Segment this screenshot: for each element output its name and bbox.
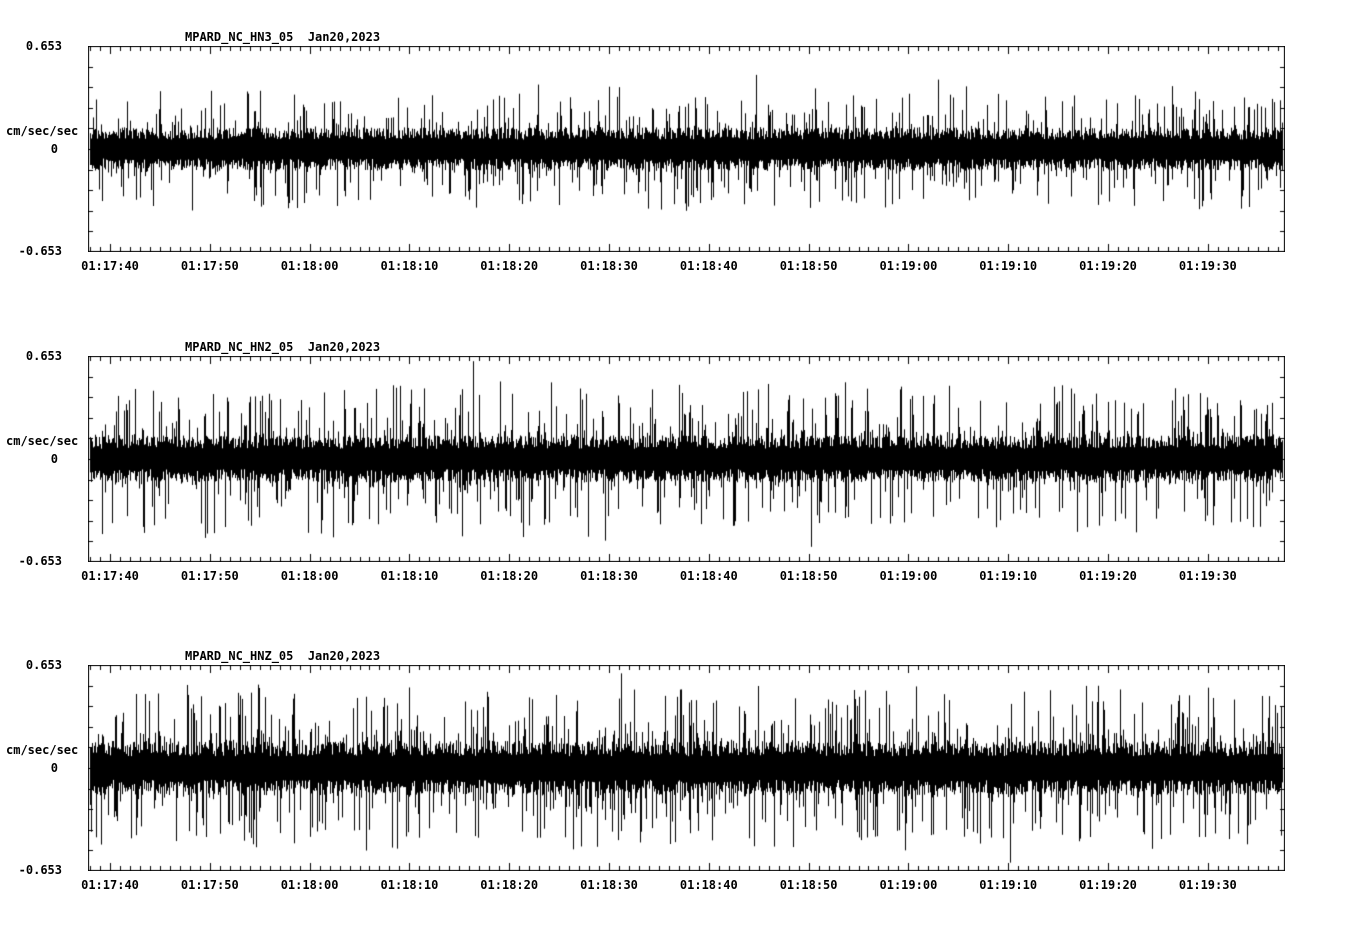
x-tick-label: 01:17:40 [81,569,139,583]
x-axis-labels: 01:17:40 01:17:50 01:18:00 01:18:10 01:18:20… [81,878,1285,896]
x-tick-label: 01:19:20 [1079,569,1137,583]
y-axis-unit-label: cm/sec/sec [6,743,79,757]
x-tick-label: 01:18:30 [580,878,638,892]
trace-title: MPARD_NC_HN3_05 Jan20,2023 [185,30,381,44]
x-tick-label: 01:18:00 [280,569,339,583]
x-tick-label: 01:18:30 [580,259,638,273]
x-axis-labels: 01:17:40 01:17:50 01:18:00 01:18:10 01:18:20… [81,569,1285,587]
x-tick-label: 01:18:10 [380,259,439,273]
x-tick-label: 01:17:40 [81,259,139,273]
x-tick-label: 01:19:00 [879,569,938,583]
x-tick-label: 01:18:50 [779,878,838,892]
y-tick-zero-label: 0 [50,761,58,775]
x-tick-label: 01:19:10 [979,259,1038,273]
x-tick-label: 01:17:50 [180,878,239,892]
waveform-canvas [88,356,1285,562]
y-tick-max-label: 0.653 [25,658,62,672]
x-tick-label: 01:18:50 [779,259,838,273]
x-tick-label: 01:18:00 [280,259,339,273]
seismogram-page: { "page": { "background_color": "#ffffff… [0,24,1358,892]
y-axis-unit-label: cm/sec/sec [6,434,79,448]
x-tick-label: 01:19:20 [1079,878,1137,892]
x-axis-labels: 01:17:40 01:17:50 01:18:00 01:18:10 01:18:20… [81,259,1285,277]
y-tick-min-label: -0.653 [18,554,62,568]
waveform-canvas [88,665,1285,871]
waveform-canvas [88,46,1285,252]
y-tick-zero-label: 0 [50,452,58,466]
x-tick-label: 01:17:50 [180,259,239,273]
trace-title: MPARD_NC_HN2_05 Jan20,2023 [185,340,381,354]
y-tick-zero-label: 0 [50,142,58,156]
x-tick-label: 01:19:10 [979,569,1038,583]
y-tick-max-label: 0.653 [25,349,62,363]
x-tick-label: 01:18:30 [580,569,638,583]
x-tick-label: 01:17:40 [81,878,139,892]
x-tick-label: 01:19:30 [1178,569,1237,583]
y-axis-unit-label: cm/sec/sec [6,124,79,138]
y-tick-max-label: 0.653 [25,39,62,53]
x-tick-label: 01:19:30 [1178,259,1237,273]
x-tick-label: 01:18:10 [380,878,439,892]
seismogram-panel-hnz: MPARD_NC_HNZ_05 Jan20,2023 0.653 cm/sec/… [0,643,1358,943]
x-tick-label: 01:19:20 [1079,259,1137,273]
trace-title: MPARD_NC_HNZ_05 Jan20,2023 [185,649,381,663]
x-tick-label: 01:18:20 [480,259,539,273]
x-tick-label: 01:18:50 [779,569,838,583]
x-tick-label: 01:18:40 [679,878,738,892]
x-tick-label: 01:18:20 [480,569,539,583]
x-tick-label: 01:18:00 [280,878,339,892]
x-tick-label: 01:17:50 [180,569,239,583]
seismogram-panel-hn3: MPARD_NC_HN3_05 Jan20,2023 0.653 cm/sec/… [0,24,1358,324]
seismogram-panel-hn2: MPARD_NC_HN2_05 Jan20,2023 0.653 cm/sec/… [0,334,1358,634]
y-tick-min-label: -0.653 [18,863,62,877]
x-tick-label: 01:19:10 [979,878,1038,892]
x-tick-label: 01:18:40 [679,259,738,273]
x-tick-label: 01:18:10 [380,569,439,583]
x-tick-label: 01:18:20 [480,878,539,892]
x-tick-label: 01:19:00 [879,878,938,892]
x-tick-label: 01:18:40 [679,569,738,583]
x-tick-label: 01:19:00 [879,259,938,273]
y-tick-min-label: -0.653 [18,244,62,258]
x-tick-label: 01:19:30 [1178,878,1237,892]
